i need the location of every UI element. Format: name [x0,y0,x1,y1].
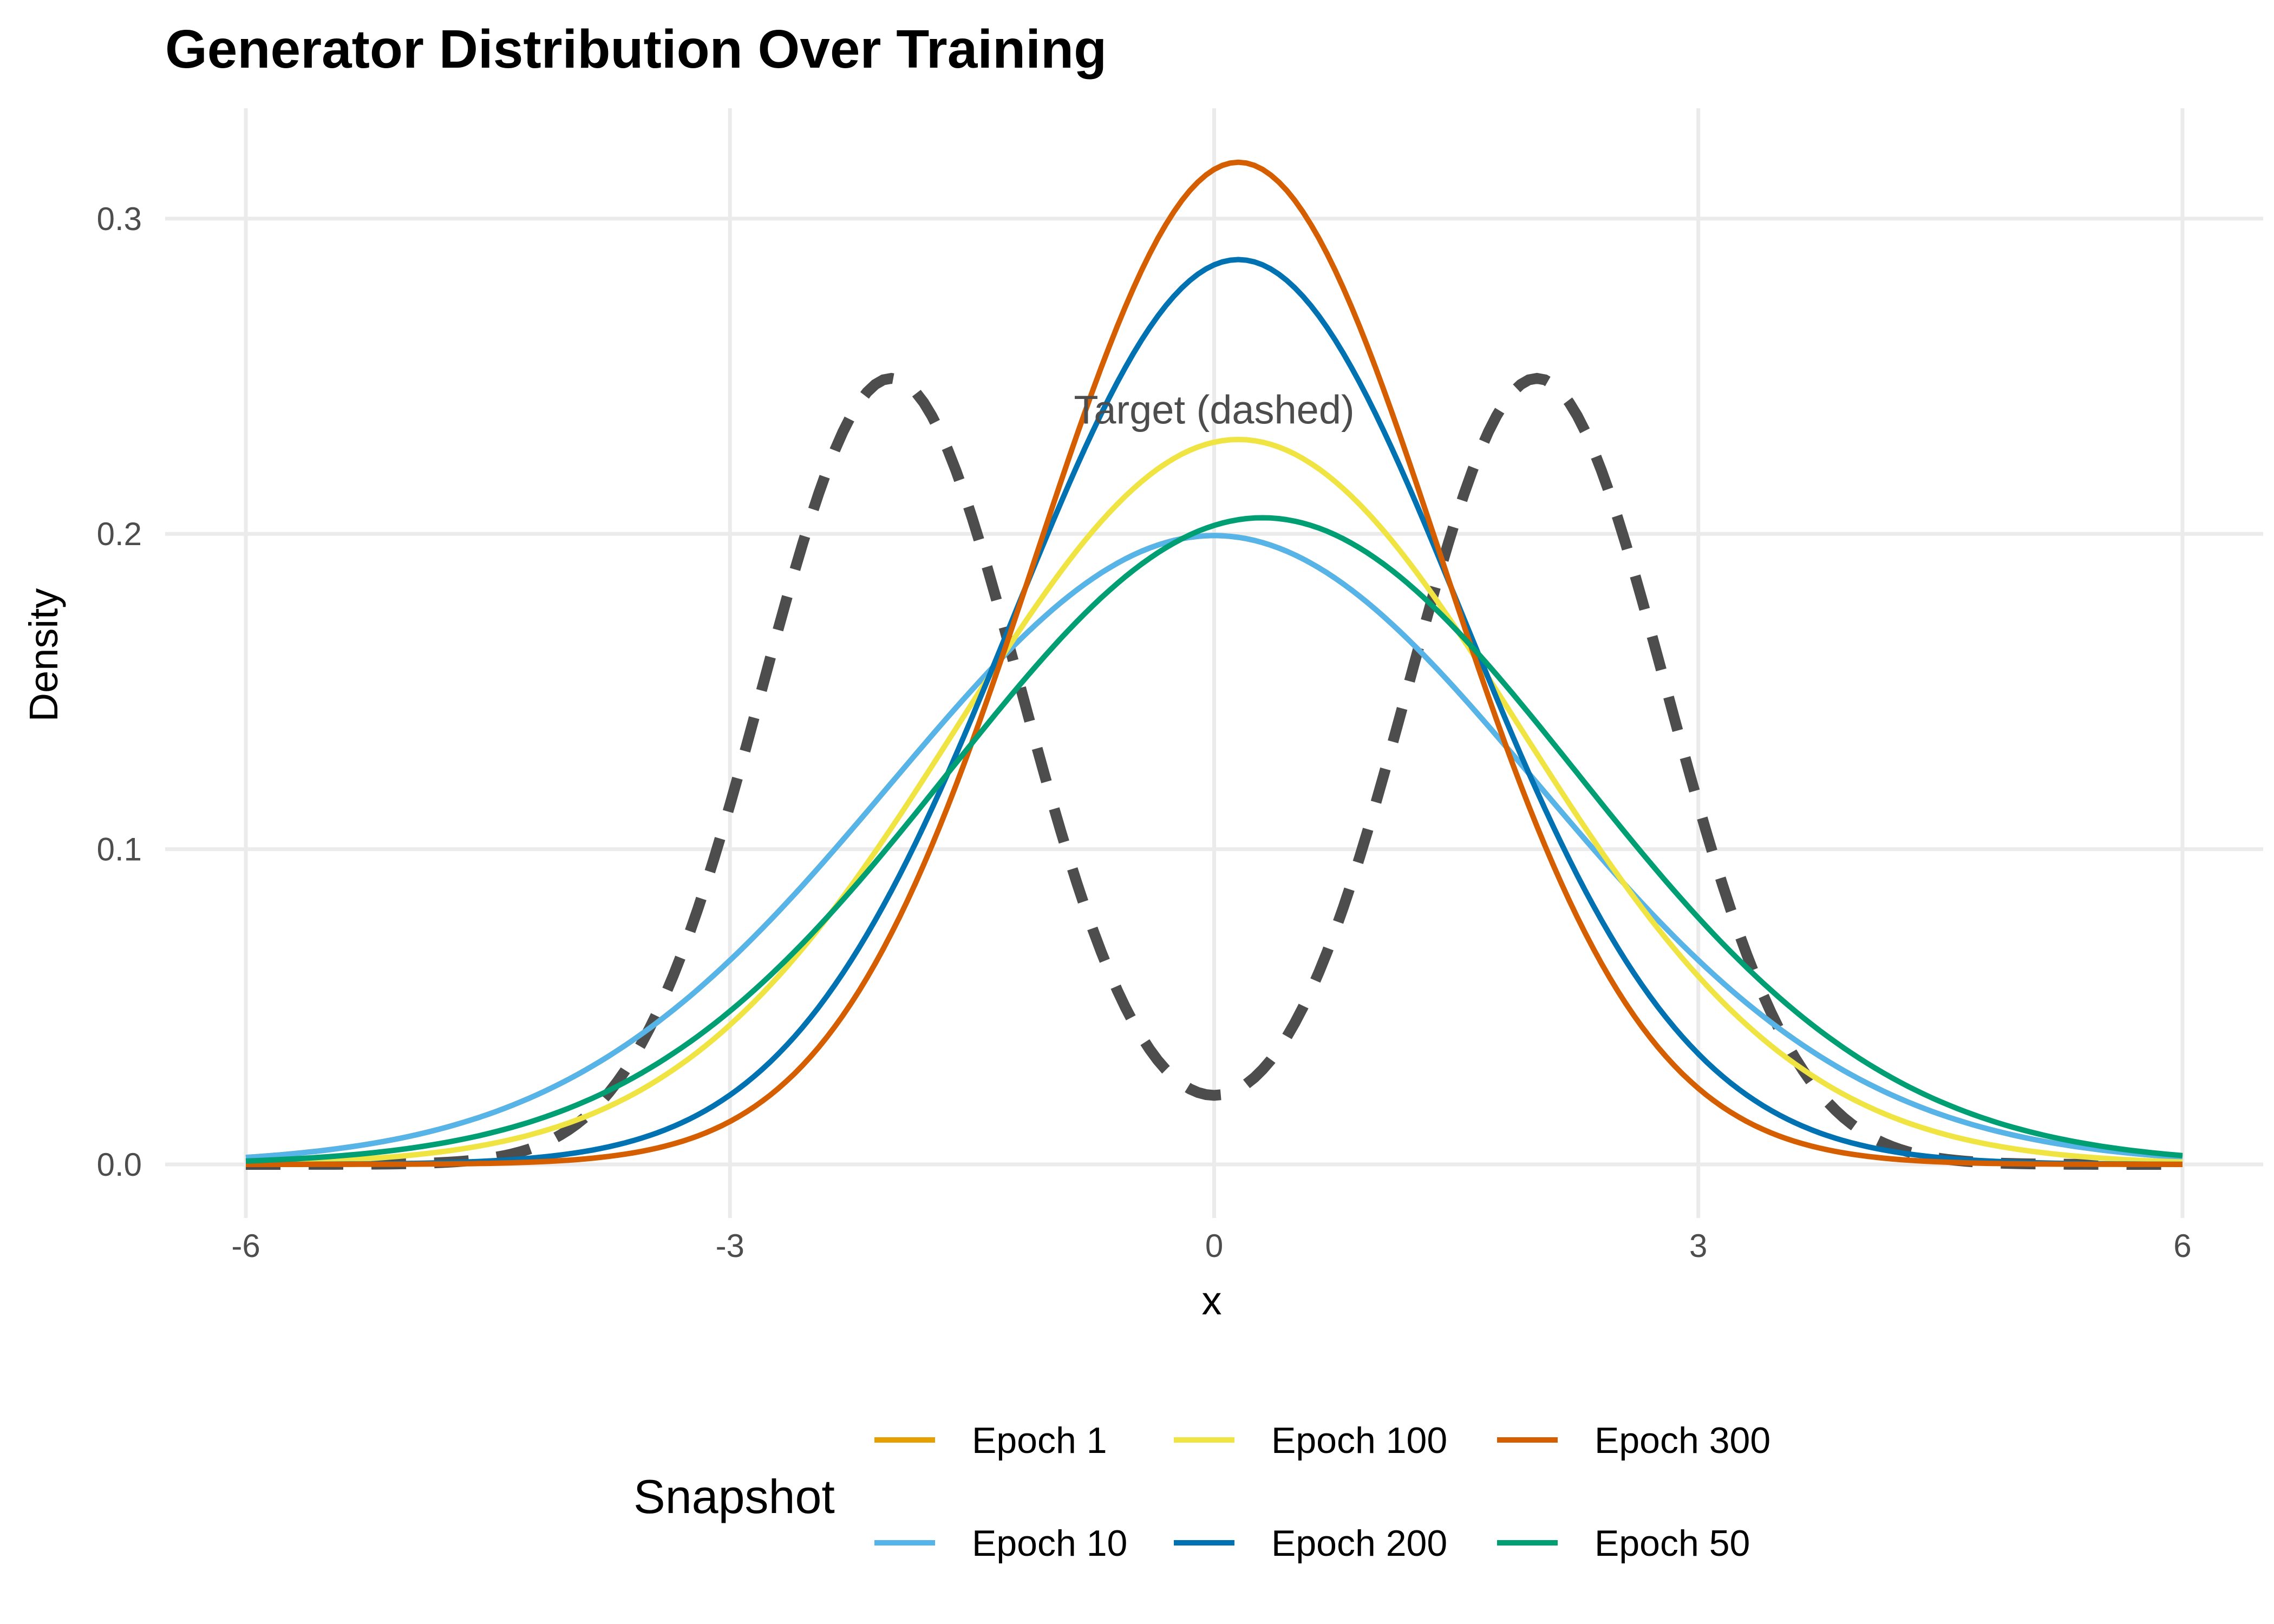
legend-label: Epoch 50 [1595,1523,1750,1564]
y-axis-ticks: 0.0 0.1 0.2 0.3 [97,201,142,1183]
series-lines: Target (dashed) [245,159,2183,1170]
x-tick-label: 3 [1689,1228,1707,1264]
legend-label: Epoch 200 [1271,1523,1447,1564]
legend-label: Epoch 1 [972,1420,1107,1461]
x-tick-label: 0 [1205,1228,1223,1264]
target-annotation: Target (dashed) [1074,387,1354,432]
legend-label: Epoch 300 [1595,1420,1770,1461]
x-axis-title: x [1202,1278,1222,1323]
target-density-line [246,372,2182,1170]
series-line-epoch-50 [245,515,2183,1164]
x-tick-label: -3 [716,1228,744,1264]
y-tick-label: 0.2 [97,516,142,552]
x-tick-label: 6 [2173,1228,2191,1264]
legend-title: Snapshot [633,1470,835,1523]
y-tick-label: 0.0 [97,1147,142,1183]
x-axis-ticks: -6 -3 0 3 6 [231,1228,2191,1264]
grid [165,108,2263,1218]
series-line-epoch-300 [246,159,2182,1167]
x-tick-label: -6 [231,1228,260,1264]
legend-label: Epoch 100 [1271,1420,1447,1461]
y-axis-title: Density [21,588,66,722]
legend: Snapshot Epoch 1 Epoch 10 Epoch 100 Epoch 2… [633,1420,1770,1564]
legend-label: Epoch 10 [972,1523,1127,1564]
series-line-epoch-100 [245,436,2183,1166]
y-tick-label: 0.1 [97,831,142,868]
chart-title: Generator Distribution Over Training [165,19,1107,80]
series-line-epoch-10 [245,533,2183,1161]
y-tick-label: 0.3 [97,201,142,237]
series-line-epoch-200 [246,257,2183,1167]
